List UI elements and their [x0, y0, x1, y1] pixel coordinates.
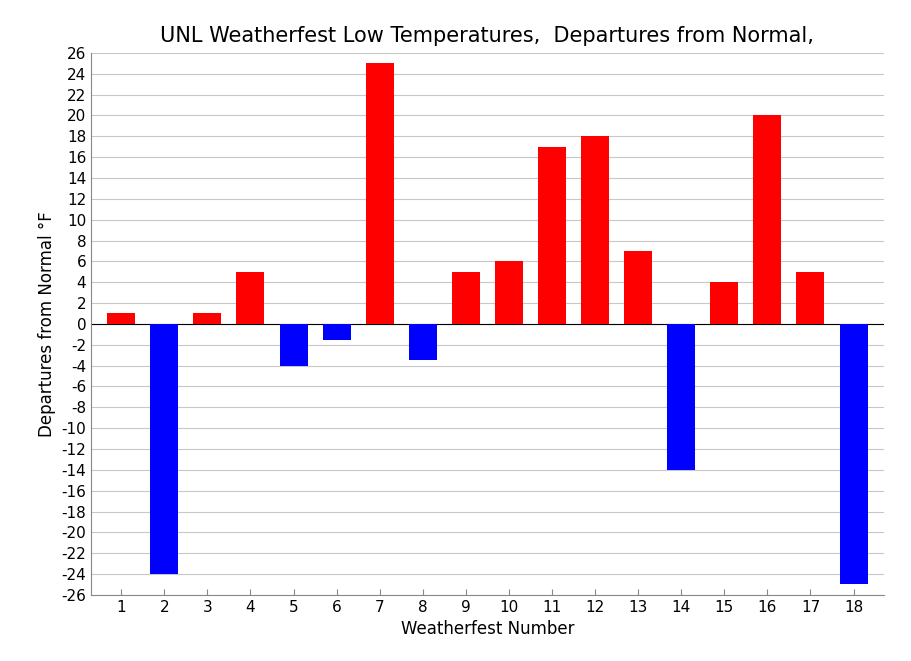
Bar	[495, 261, 523, 324]
X-axis label: Weatherfest Number: Weatherfest Number	[401, 620, 574, 639]
Bar	[193, 313, 221, 324]
Bar	[107, 313, 135, 324]
Bar	[840, 324, 867, 584]
Bar	[753, 116, 782, 324]
Title: UNL Weatherfest Low Temperatures,  Departures from Normal,: UNL Weatherfest Low Temperatures, Depart…	[160, 26, 814, 46]
Bar	[452, 272, 480, 324]
Bar	[237, 272, 264, 324]
Bar	[409, 324, 436, 360]
Bar	[796, 272, 824, 324]
Bar	[624, 251, 652, 324]
Bar	[150, 324, 179, 574]
Bar	[280, 324, 308, 366]
Bar	[322, 324, 351, 340]
Bar	[365, 63, 394, 324]
Y-axis label: Departures from Normal °F: Departures from Normal °F	[38, 211, 56, 437]
Bar	[667, 324, 695, 470]
Bar	[581, 136, 609, 324]
Bar	[711, 282, 738, 324]
Bar	[538, 147, 566, 324]
